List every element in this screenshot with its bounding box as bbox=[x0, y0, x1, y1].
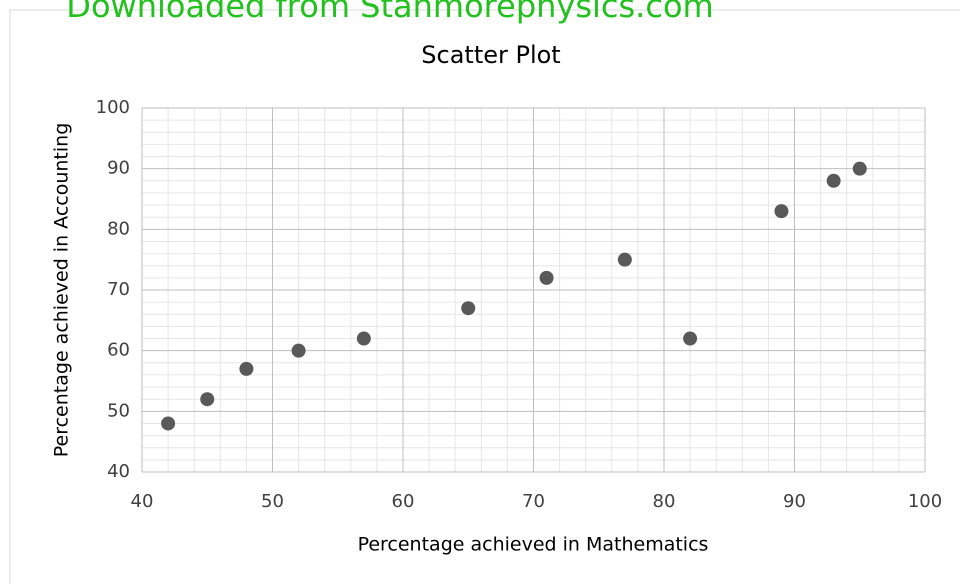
y-tick-label: 50 bbox=[107, 400, 130, 421]
x-tick-label: 100 bbox=[908, 491, 942, 512]
point bbox=[683, 331, 698, 346]
point bbox=[461, 301, 476, 316]
point bbox=[161, 416, 176, 431]
x-tick-label: 90 bbox=[783, 491, 806, 512]
point bbox=[356, 331, 371, 346]
point bbox=[539, 270, 554, 285]
point bbox=[617, 252, 632, 267]
y-tick-label: 90 bbox=[107, 158, 130, 179]
x-axis-label: Percentage achieved in Mathematics bbox=[358, 534, 709, 556]
y-tick-label: 80 bbox=[107, 218, 130, 239]
y-tick-label: 40 bbox=[107, 461, 130, 482]
y-tick-label: 60 bbox=[107, 340, 130, 361]
x-tick-label: 50 bbox=[261, 491, 284, 512]
point bbox=[774, 204, 789, 219]
chart-title: Scatter Plot bbox=[421, 41, 560, 69]
point bbox=[239, 361, 254, 376]
point bbox=[200, 392, 215, 407]
x-tick-label: 40 bbox=[131, 491, 154, 512]
point bbox=[852, 161, 867, 176]
y-axis-label: Percentage achieved in Accounting bbox=[51, 123, 73, 458]
x-tick-label: 70 bbox=[522, 491, 545, 512]
point bbox=[826, 173, 841, 188]
x-tick-label: 60 bbox=[392, 491, 415, 512]
y-tick-label: 70 bbox=[107, 279, 130, 300]
point bbox=[291, 343, 306, 358]
y-tick-label: 100 bbox=[96, 97, 130, 118]
x-tick-label: 80 bbox=[653, 491, 676, 512]
watermark: Downloaded from Stanmorephysics.com bbox=[66, 0, 713, 25]
